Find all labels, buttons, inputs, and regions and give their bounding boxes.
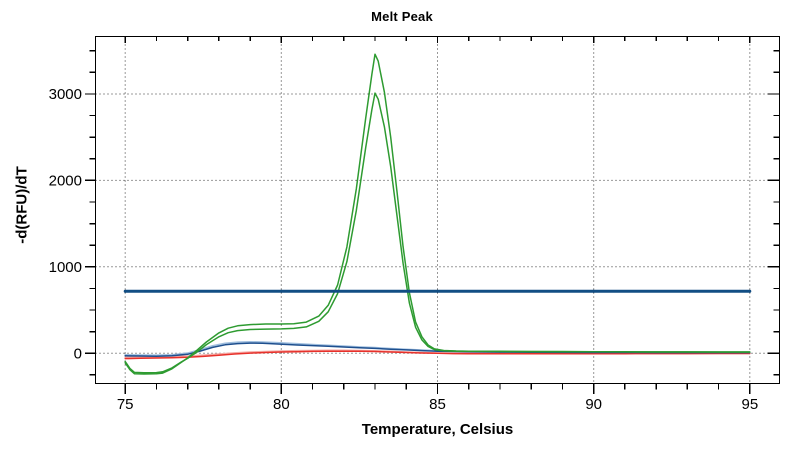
x-tick-label-85: 85 [429, 396, 446, 413]
y-axis-title: -d(RFU)/dT [13, 166, 31, 244]
x-axis-title: Temperature, Celsius [361, 421, 514, 438]
melt-trace-red [124, 350, 751, 360]
y-tick-label-0: 0 [74, 345, 82, 362]
chart-title: Melt Peak [371, 9, 433, 24]
y-tick-label-1000: 1000 [49, 259, 82, 276]
x-tick-label-80: 80 [273, 396, 290, 413]
x-tick-label-90: 90 [585, 396, 602, 413]
y-tick-label-2000: 2000 [49, 172, 82, 189]
melt-trace-green-outer [124, 53, 751, 375]
x-tick-label-75: 75 [117, 396, 134, 413]
y-tick-label-3000: 3000 [49, 86, 82, 103]
x-tick-label-95: 95 [741, 396, 758, 413]
